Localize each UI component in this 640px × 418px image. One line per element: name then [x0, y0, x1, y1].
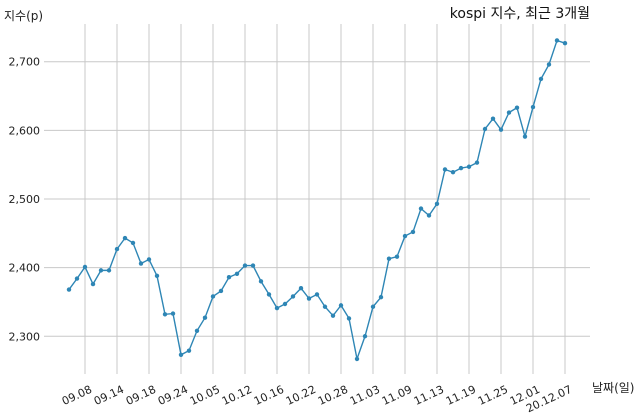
- series-line: [68, 39, 566, 362]
- x-tick-label: 10.12: [220, 383, 254, 408]
- data-point: [106, 268, 112, 273]
- x-tick-label: 10.16: [252, 383, 286, 408]
- data-point: [290, 294, 296, 299]
- data-point: [426, 213, 432, 218]
- data-point: [242, 263, 248, 268]
- x-tick-label: 09.14: [92, 383, 126, 408]
- y-tick-label: 2,700: [9, 56, 41, 69]
- y-axis-ticks: 2,300 2,400 2,500 2,600 2,700: [9, 56, 41, 344]
- x-tick-label: 09.24: [156, 383, 190, 408]
- x-tick-label: 09.08: [60, 383, 94, 408]
- grid-lines: [44, 24, 590, 374]
- x-tick-label: 11.19: [444, 383, 478, 408]
- data-point: [354, 356, 360, 362]
- x-tick-label: 10.05: [188, 383, 222, 408]
- data-point: [418, 206, 424, 211]
- data-point: [218, 288, 224, 294]
- data-point: [170, 311, 176, 316]
- data-point: [274, 305, 280, 311]
- data-point: [122, 235, 128, 241]
- data-point: [434, 201, 440, 207]
- data-point: [346, 316, 352, 321]
- data-point: [178, 352, 184, 357]
- data-point: [130, 240, 136, 246]
- data-point: [506, 110, 512, 115]
- x-tick-label: 09.18: [124, 383, 158, 408]
- y-tick-label: 2,600: [9, 124, 41, 137]
- data-point: [386, 256, 392, 261]
- data-point: [330, 313, 336, 318]
- data-points: [66, 38, 568, 362]
- data-point: [202, 315, 208, 320]
- y-tick-label: 2,400: [9, 262, 41, 275]
- data-point: [226, 275, 232, 280]
- data-point: [490, 116, 496, 121]
- data-point: [138, 261, 144, 266]
- data-point: [114, 246, 120, 252]
- data-point: [394, 254, 400, 259]
- data-point: [210, 294, 216, 299]
- data-point: [66, 287, 72, 292]
- data-point: [314, 292, 320, 297]
- data-point: [466, 164, 472, 169]
- data-point: [282, 301, 288, 307]
- data-point: [322, 304, 328, 309]
- data-point: [514, 105, 520, 110]
- data-point: [530, 104, 536, 110]
- data-point: [338, 303, 344, 308]
- data-point: [554, 38, 560, 43]
- data-point: [258, 279, 264, 284]
- data-point: [162, 312, 168, 317]
- data-point: [98, 268, 104, 273]
- y-tick-label: 2,300: [9, 330, 41, 343]
- x-axis-ticks: 09.0809.1409.1809.2410.0510.1210.1610.22…: [60, 383, 574, 415]
- y-axis-label: 지수(p): [4, 9, 43, 23]
- data-point: [482, 126, 488, 132]
- data-point: [370, 304, 376, 309]
- data-point: [82, 264, 88, 270]
- data-point: [402, 233, 408, 239]
- x-tick-label: 11.03: [348, 383, 382, 408]
- x-tick-label: 11.13: [412, 383, 446, 408]
- data-point: [378, 294, 384, 300]
- data-point: [442, 167, 448, 172]
- data-point: [306, 296, 312, 301]
- data-point: [186, 348, 192, 353]
- data-point: [522, 134, 528, 139]
- data-point: [234, 271, 240, 277]
- x-tick-label: 11.25: [476, 383, 510, 408]
- data-point: [458, 165, 464, 171]
- data-point: [298, 286, 304, 291]
- x-tick-label: 10.28: [316, 383, 350, 408]
- data-point: [194, 328, 200, 333]
- data-point: [74, 276, 80, 281]
- data-point: [498, 127, 504, 132]
- x-tick-label: 10.22: [284, 383, 318, 408]
- data-point: [362, 334, 368, 339]
- data-point: [546, 62, 552, 67]
- data-point: [450, 170, 456, 175]
- data-point: [266, 292, 272, 297]
- data-point: [410, 229, 416, 235]
- data-point: [562, 41, 568, 46]
- data-point: [250, 263, 256, 268]
- data-point: [154, 273, 160, 279]
- data-point: [538, 76, 544, 82]
- y-tick-label: 2,500: [9, 193, 41, 206]
- data-point: [90, 281, 96, 287]
- data-point: [474, 160, 480, 165]
- chart-title: kospi 지수, 최근 3개월: [450, 6, 590, 22]
- x-axis-label: 날짜(일): [592, 381, 634, 395]
- x-tick-label: 11.09: [380, 383, 414, 408]
- data-point: [146, 257, 152, 262]
